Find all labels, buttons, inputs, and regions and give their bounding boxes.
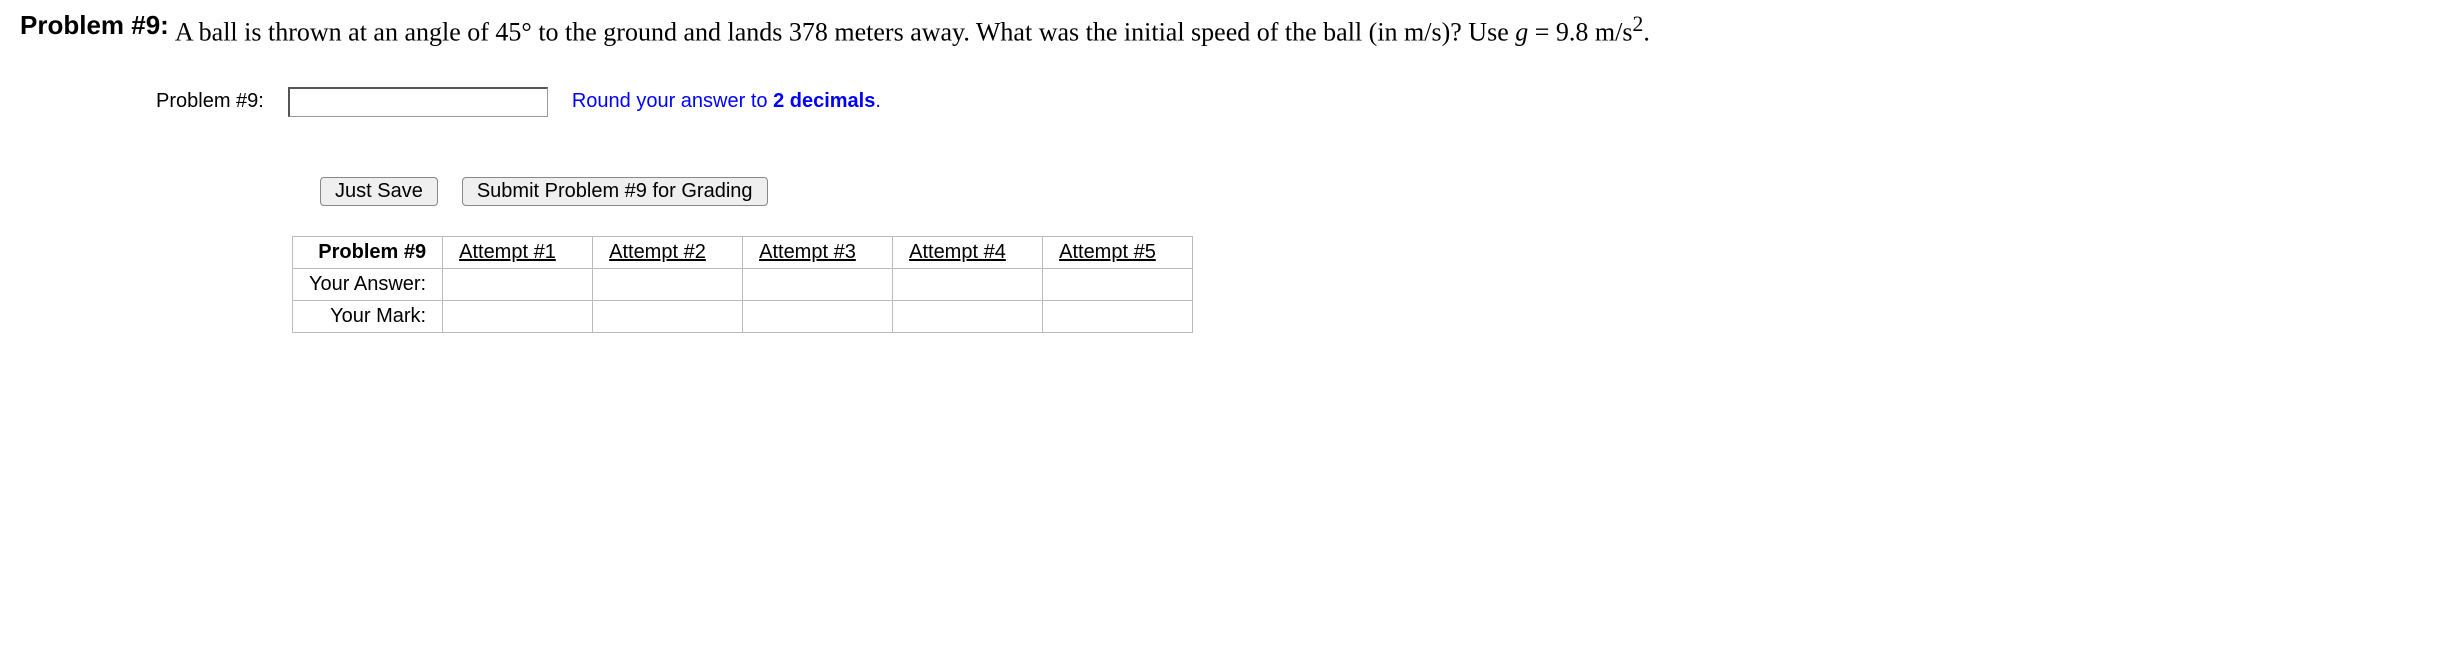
attempts-table: Problem #9 Attempt #1 Attempt #2 Attempt… bbox=[292, 236, 1193, 333]
hint-bold: 2 decimals bbox=[773, 90, 875, 112]
buttons-row: Just Save Submit Problem #9 for Grading bbox=[320, 177, 2426, 206]
g-var: g bbox=[1515, 18, 1528, 47]
attempt-col-5[interactable]: Attempt #5 bbox=[1043, 236, 1193, 268]
answer-cell-3 bbox=[743, 268, 893, 300]
your-answer-label: Your Answer: bbox=[293, 268, 443, 300]
mark-cell-1 bbox=[443, 300, 593, 332]
mark-cell-3 bbox=[743, 300, 893, 332]
rounding-hint: Round your answer to 2 decimals. bbox=[572, 90, 881, 113]
mark-cell-5 bbox=[1043, 300, 1193, 332]
mark-cell-2 bbox=[593, 300, 743, 332]
mark-cell-4 bbox=[893, 300, 1043, 332]
attempts-corner: Problem #9 bbox=[293, 236, 443, 268]
submit-button[interactable]: Submit Problem #9 for Grading bbox=[462, 177, 768, 206]
answer-cell-2 bbox=[593, 268, 743, 300]
your-mark-row: Your Mark: bbox=[293, 300, 1193, 332]
answer-row: Problem #9: Round your answer to 2 decim… bbox=[156, 87, 2426, 117]
just-save-button[interactable]: Just Save bbox=[320, 177, 438, 206]
g-sup: 2 bbox=[1633, 12, 1644, 36]
problem-heading: Problem #9: bbox=[20, 8, 169, 41]
problem-text: A ball is thrown at an angle of 45° to t… bbox=[175, 8, 1650, 53]
problem-text-end: . bbox=[1643, 18, 1650, 47]
g-eq: = bbox=[1528, 18, 1556, 47]
your-mark-label: Your Mark: bbox=[293, 300, 443, 332]
attempts-header-row: Problem #9 Attempt #1 Attempt #2 Attempt… bbox=[293, 236, 1193, 268]
attempt-col-3[interactable]: Attempt #3 bbox=[743, 236, 893, 268]
g-val: 9.8 m/s bbox=[1556, 18, 1633, 47]
problem-text-main: A ball is thrown at an angle of 45° to t… bbox=[175, 18, 1515, 47]
your-answer-row: Your Answer: bbox=[293, 268, 1193, 300]
answer-cell-1 bbox=[443, 268, 593, 300]
answer-cell-5 bbox=[1043, 268, 1193, 300]
attempt-col-1[interactable]: Attempt #1 bbox=[443, 236, 593, 268]
answer-cell-4 bbox=[893, 268, 1043, 300]
problem-header-row: Problem #9: A ball is thrown at an angle… bbox=[20, 8, 2426, 53]
attempt-col-2[interactable]: Attempt #2 bbox=[593, 236, 743, 268]
answer-input[interactable] bbox=[288, 87, 548, 117]
hint-prefix: Round your answer to bbox=[572, 90, 773, 112]
hint-suffix: . bbox=[875, 90, 881, 112]
attempt-col-4[interactable]: Attempt #4 bbox=[893, 236, 1043, 268]
answer-label: Problem #9: bbox=[156, 90, 264, 113]
